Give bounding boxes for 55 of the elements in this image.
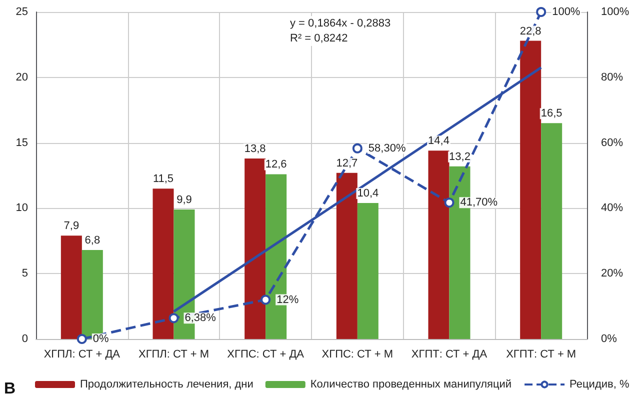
x-tick-label: ХГПЛ: СТ + М xyxy=(138,348,210,360)
bar xyxy=(244,158,266,339)
point xyxy=(76,334,87,344)
x-tick-label: ХГПС: СТ + ДА xyxy=(227,348,305,360)
x-tick-label: ХГПТ: СТ + М xyxy=(506,348,576,360)
x-tick-label: ХГПС: СТ + М xyxy=(322,348,394,360)
x-tick-label: ХГПТ: СТ + ДА xyxy=(411,348,488,360)
point xyxy=(168,313,179,324)
data-label: 10,4 xyxy=(357,187,379,200)
y2-tick-label: 80% xyxy=(601,71,624,84)
y2-tick-label: 100% xyxy=(601,6,630,18)
text: В xyxy=(4,380,16,398)
data-label: 7,9 xyxy=(64,220,80,232)
data-label: 6,8 xyxy=(84,234,100,247)
data-label: 41,70% xyxy=(460,196,498,209)
y2-tick-label: 0% xyxy=(601,333,618,345)
bar xyxy=(520,40,542,339)
data-label: 6,38% xyxy=(184,312,216,324)
y-tick-label: 5 xyxy=(22,268,28,280)
bar xyxy=(357,202,378,339)
data-label: 11,5 xyxy=(152,173,174,186)
bar xyxy=(541,123,562,339)
legend-label: Рецидив, % xyxy=(570,378,630,390)
point xyxy=(260,294,271,305)
data-label: 9,9 xyxy=(176,194,192,206)
y2-tick-label: 40% xyxy=(601,202,624,214)
point xyxy=(352,143,362,154)
point xyxy=(444,198,454,208)
bar xyxy=(152,188,174,339)
data-label: 12,6 xyxy=(265,158,287,171)
data-label: 12% xyxy=(276,294,299,306)
y-tick-label: 25 xyxy=(16,6,28,18)
bar xyxy=(60,236,82,339)
y-tick-label: 15 xyxy=(16,136,28,149)
bar xyxy=(336,172,358,339)
y-tick-label: 10 xyxy=(16,202,28,214)
data-label: 0% xyxy=(92,333,110,345)
x-tick-label: ХГПЛ: СТ + ДА xyxy=(44,348,121,360)
y2-tick-label: 20% xyxy=(601,268,624,280)
data-label: 100% xyxy=(552,6,580,18)
data-label: 12,7 xyxy=(336,157,358,170)
annotation: y = 0,1864x - 0,2883 R² = 0,8242 xyxy=(290,18,391,44)
data-label: 13,8 xyxy=(244,142,266,155)
bar xyxy=(428,150,450,339)
data-label: 14,4 xyxy=(428,135,450,148)
legend-label: Количество проведенных манипуляций xyxy=(310,378,512,390)
point xyxy=(536,7,546,17)
data-label: 58,30% xyxy=(368,142,406,154)
data-label: 16,5 xyxy=(540,108,562,120)
y2-tick-label: 60% xyxy=(601,136,624,149)
legend-label: Продолжительность лечения, дни xyxy=(80,378,254,390)
data-label: 13,2 xyxy=(449,150,470,163)
y-tick-label: 0 xyxy=(22,333,28,345)
data-label: 22,8 xyxy=(520,25,542,38)
y-tick-label: 20 xyxy=(16,71,28,84)
